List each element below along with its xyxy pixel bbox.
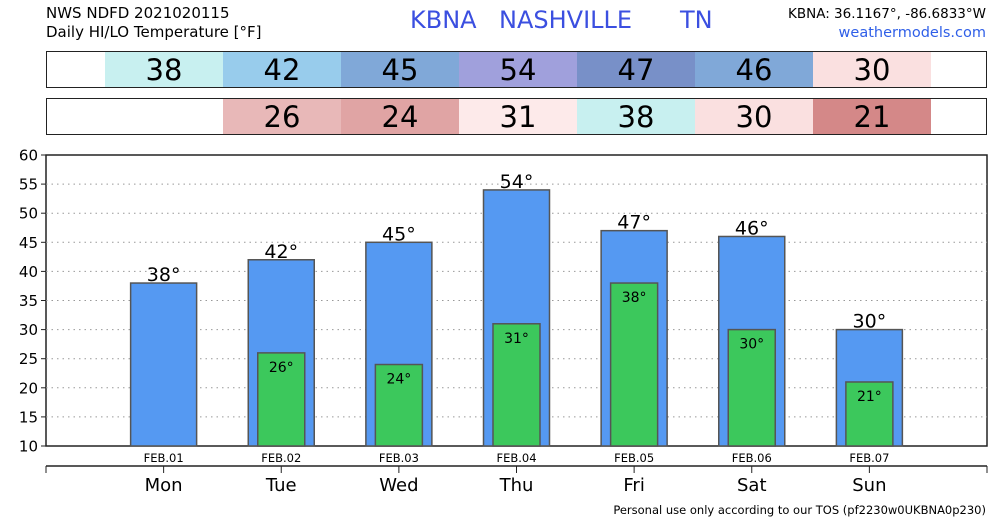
- high-temp-cell: 47: [577, 52, 695, 87]
- low-temp-bar: [845, 381, 894, 447]
- high-temp-label: 45°: [382, 223, 416, 245]
- station-info: KBNA: 36.1167°, -86.6833°W weathermodels…: [788, 5, 986, 43]
- site-link[interactable]: weathermodels.com: [838, 25, 986, 41]
- high-temp-cell: 45: [341, 52, 459, 87]
- low-temp-bar: [609, 282, 659, 447]
- low-temperature-strip: 26 24 31 38 30 21: [46, 98, 987, 135]
- y-tick-label: 50: [19, 205, 38, 223]
- high-temp-label: 54°: [500, 171, 534, 193]
- x-day-label: Sat: [737, 475, 767, 496]
- low-temp-bar: [257, 352, 306, 447]
- low-temp-cell: 26: [223, 99, 341, 134]
- low-temp-cell: 30: [695, 99, 813, 134]
- station-code: KBNA: [410, 6, 477, 34]
- station-coords: KBNA: 36.1167°, -86.6833°W: [787, 6, 986, 22]
- x-date-label: FEB.05: [614, 451, 654, 465]
- y-tick-label: 45: [19, 234, 38, 252]
- low-temp-cell: 21: [813, 99, 931, 134]
- city-name: NASHVILLE: [499, 6, 633, 34]
- low-temp-cell: 38: [577, 99, 695, 134]
- x-day-label: Mon: [145, 475, 183, 496]
- low-temp-label: 26°: [269, 360, 294, 376]
- low-temp-label: 30°: [739, 337, 764, 353]
- low-temp-label: 24°: [386, 372, 411, 388]
- y-tick-label: 15: [19, 408, 38, 426]
- high-temp-cell: 46: [695, 52, 813, 87]
- high-temp-cell: 30: [813, 52, 931, 87]
- x-date-label: FEB.04: [496, 451, 536, 465]
- high-temp-label: 47°: [617, 212, 651, 234]
- y-tick-label: 60: [19, 147, 38, 165]
- high-temp-cell: 54: [459, 52, 577, 87]
- low-temp-bar: [492, 323, 541, 447]
- high-temp-cell: 42: [223, 52, 341, 87]
- high-temp-label: 46°: [735, 217, 769, 239]
- low-temp-bar: [727, 328, 776, 447]
- low-temp-label: 21°: [857, 389, 882, 405]
- high-temp-label: 38°: [147, 264, 181, 286]
- state-code: TN: [680, 6, 713, 34]
- y-tick-label: 20: [19, 379, 38, 397]
- source-line: NWS NDFD 2021020115: [46, 4, 230, 22]
- x-date-label: FEB.01: [144, 451, 184, 465]
- x-date-label: FEB.03: [379, 451, 419, 465]
- x-date-label: FEB.06: [732, 451, 772, 465]
- y-tick-label: 40: [19, 263, 38, 281]
- x-day-label: Thu: [499, 475, 534, 496]
- x-day-label: Sun: [852, 475, 886, 496]
- low-temp-bar: [374, 363, 424, 447]
- y-tick-label: 35: [19, 292, 38, 310]
- y-tick-label: 55: [19, 176, 38, 194]
- high-temp-cell: 38: [105, 52, 223, 87]
- x-day-label: Fri: [623, 475, 644, 496]
- low-temp-cell: [105, 99, 223, 134]
- high-temp-label: 42°: [264, 241, 298, 263]
- low-temp-label: 38°: [622, 290, 647, 306]
- product-header: NWS NDFD 2021020115 Daily HI/LO Temperat…: [46, 4, 262, 42]
- product-line: Daily HI/LO Temperature [°F]: [46, 23, 262, 41]
- y-tick-label: 30: [19, 321, 38, 339]
- high-temp-bar: [129, 282, 198, 447]
- tos-footer: Personal use only according to our TOS (…: [613, 503, 986, 517]
- x-date-label: FEB.02: [261, 451, 301, 465]
- x-day-label: Tue: [265, 475, 297, 496]
- low-temp-label: 31°: [504, 331, 529, 347]
- high-temperature-strip: 38 42 45 54 47 46 30: [46, 51, 987, 88]
- low-temp-cell: 31: [459, 99, 577, 134]
- y-tick-label: 25: [19, 350, 38, 368]
- x-day-label: Wed: [379, 475, 418, 496]
- y-tick-label: 10: [19, 438, 38, 456]
- x-date-label: FEB.07: [849, 451, 889, 465]
- high-temp-label: 30°: [853, 311, 887, 333]
- low-temp-cell: 24: [341, 99, 459, 134]
